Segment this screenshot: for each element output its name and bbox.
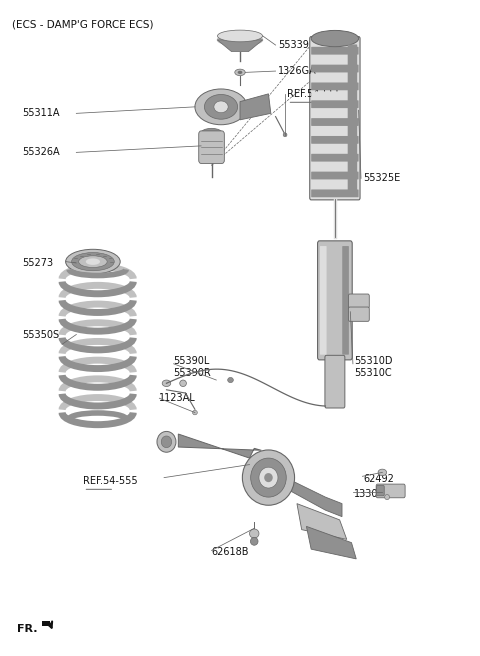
Ellipse shape (180, 380, 186, 386)
Ellipse shape (251, 537, 258, 545)
Text: 55273: 55273 (22, 258, 53, 268)
Polygon shape (217, 40, 263, 52)
FancyBboxPatch shape (311, 38, 359, 46)
Text: 62618B: 62618B (212, 547, 249, 558)
Ellipse shape (66, 249, 120, 274)
Text: FR.: FR. (17, 623, 37, 634)
Ellipse shape (259, 467, 278, 488)
FancyBboxPatch shape (311, 172, 359, 180)
FancyBboxPatch shape (376, 484, 405, 498)
Ellipse shape (204, 94, 238, 119)
Ellipse shape (217, 30, 263, 42)
Ellipse shape (192, 410, 197, 415)
Text: 55311A: 55311A (22, 108, 59, 118)
Polygon shape (306, 526, 356, 559)
FancyBboxPatch shape (311, 145, 359, 153)
Ellipse shape (86, 258, 100, 265)
Ellipse shape (235, 69, 245, 75)
Text: REF.54-555: REF.54-555 (84, 476, 138, 486)
FancyBboxPatch shape (342, 246, 349, 355)
FancyBboxPatch shape (311, 180, 359, 188)
Ellipse shape (72, 253, 114, 271)
Text: 55326A: 55326A (22, 148, 60, 157)
Ellipse shape (79, 256, 107, 268)
FancyBboxPatch shape (325, 356, 345, 408)
Polygon shape (290, 481, 342, 517)
FancyBboxPatch shape (311, 56, 359, 64)
Polygon shape (240, 94, 271, 120)
FancyBboxPatch shape (311, 47, 359, 54)
Polygon shape (179, 434, 261, 458)
FancyBboxPatch shape (348, 294, 369, 308)
Text: 55339: 55339 (278, 40, 309, 50)
Ellipse shape (384, 495, 389, 500)
FancyBboxPatch shape (311, 154, 359, 161)
Text: 55325E: 55325E (363, 173, 401, 184)
Ellipse shape (228, 377, 233, 382)
FancyBboxPatch shape (311, 91, 359, 99)
Ellipse shape (161, 436, 172, 447)
Text: 1123AL: 1123AL (159, 393, 196, 403)
Text: 55350S: 55350S (22, 329, 59, 340)
FancyBboxPatch shape (377, 485, 384, 496)
Ellipse shape (200, 129, 223, 140)
Ellipse shape (283, 133, 287, 136)
Polygon shape (297, 504, 347, 539)
Ellipse shape (162, 380, 171, 386)
FancyBboxPatch shape (348, 307, 369, 321)
FancyBboxPatch shape (311, 83, 359, 91)
FancyBboxPatch shape (310, 37, 360, 200)
Text: 55310D
55310C: 55310D 55310C (354, 356, 392, 378)
Text: 62492: 62492 (363, 474, 394, 484)
Ellipse shape (250, 529, 259, 538)
FancyBboxPatch shape (199, 131, 224, 163)
FancyBboxPatch shape (311, 163, 359, 171)
FancyBboxPatch shape (311, 127, 359, 135)
Ellipse shape (238, 71, 242, 74)
Text: 1326GA: 1326GA (278, 66, 317, 76)
FancyBboxPatch shape (311, 190, 359, 197)
FancyBboxPatch shape (311, 73, 359, 81)
Ellipse shape (251, 458, 286, 497)
Ellipse shape (242, 450, 295, 505)
Text: 1330AA: 1330AA (354, 489, 392, 499)
Ellipse shape (378, 469, 386, 476)
Text: 55390L
55390R: 55390L 55390R (174, 356, 211, 378)
FancyBboxPatch shape (311, 100, 359, 108)
Text: REF.54-555: REF.54-555 (288, 89, 342, 99)
Ellipse shape (157, 432, 176, 452)
Text: (ECS - DAMP'G FORCE ECS): (ECS - DAMP'G FORCE ECS) (12, 19, 154, 29)
FancyBboxPatch shape (348, 45, 357, 192)
FancyBboxPatch shape (320, 246, 326, 355)
Ellipse shape (195, 89, 247, 125)
FancyBboxPatch shape (311, 65, 359, 72)
Ellipse shape (264, 473, 273, 482)
Ellipse shape (311, 30, 359, 47)
FancyBboxPatch shape (318, 241, 352, 360)
FancyBboxPatch shape (311, 118, 359, 126)
Ellipse shape (214, 101, 228, 113)
FancyBboxPatch shape (311, 109, 359, 117)
Polygon shape (42, 621, 50, 626)
FancyBboxPatch shape (311, 136, 359, 144)
Ellipse shape (217, 34, 263, 46)
